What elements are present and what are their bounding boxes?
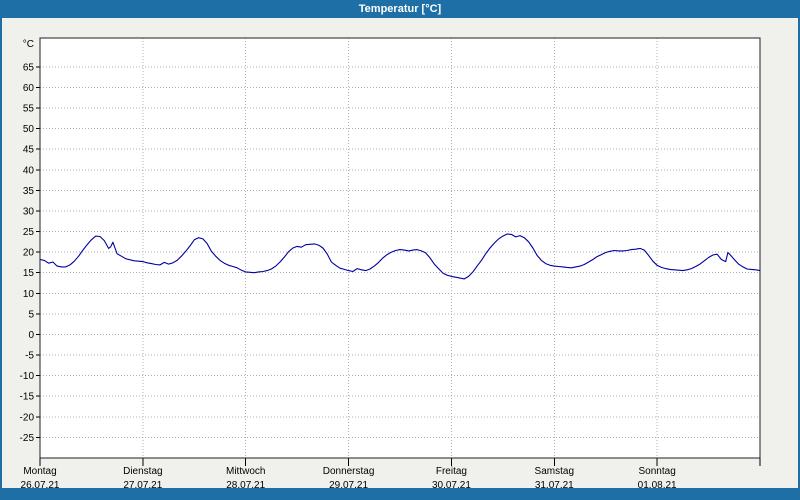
footer-bar	[0, 488, 800, 500]
temperature-line	[39, 233, 761, 280]
x-date-label: 31.07.21	[535, 480, 574, 488]
plot-background	[40, 38, 760, 458]
y-tick-label: 60	[23, 83, 35, 94]
x-date-label: 29.07.21	[329, 480, 368, 488]
x-day-label: Dienstag	[123, 466, 162, 477]
y-tick-label: 40	[23, 165, 35, 176]
x-day-label: Montag	[23, 466, 56, 477]
x-day-label: Donnerstag	[323, 466, 375, 477]
y-tick-label: 55	[23, 104, 35, 115]
window-title: Temperatur [°C]	[358, 3, 442, 15]
y-tick-label: 35	[23, 186, 35, 197]
y-tick-label: -20	[20, 412, 35, 423]
y-tick-label: 0	[28, 330, 34, 341]
x-date-label: 30.07.21	[432, 480, 471, 488]
y-tick-label: 50	[23, 124, 35, 135]
title-bar: Temperatur [°C]	[0, 0, 800, 18]
x-day-label: Freitag	[436, 466, 467, 477]
y-tick-label: -10	[20, 371, 35, 382]
y-tick-label: -25	[20, 433, 35, 444]
x-day-label: Sonntag	[639, 466, 676, 477]
y-tick-label: 25	[23, 227, 35, 238]
window-right-border	[798, 0, 800, 500]
x-date-label: 26.07.21	[21, 480, 60, 488]
window-left-border	[0, 0, 2, 500]
y-tick-label: 20	[23, 248, 35, 259]
x-date-label: 27.07.21	[123, 480, 162, 488]
y-tick-label: -5	[25, 351, 34, 362]
x-day-label: Samstag	[535, 466, 574, 477]
y-tick-label: 45	[23, 145, 35, 156]
plot-border	[39, 37, 761, 459]
temperature-chart-svg: 65605550454035302520151050-5-10-15-20-25…	[20, 37, 761, 488]
x-date-label: 28.07.21	[226, 480, 265, 488]
y-tick-label: 15	[23, 268, 35, 279]
y-axis-unit-label: °C	[23, 39, 34, 50]
x-date-label: 01.08.21	[638, 480, 677, 488]
x-day-label: Mittwoch	[226, 466, 265, 477]
y-tick-label: 5	[28, 309, 34, 320]
y-tick-label: -15	[20, 392, 35, 403]
y-tick-label: 30	[23, 206, 35, 217]
y-tick-label: 10	[23, 289, 35, 300]
y-tick-label: 65	[23, 62, 35, 73]
